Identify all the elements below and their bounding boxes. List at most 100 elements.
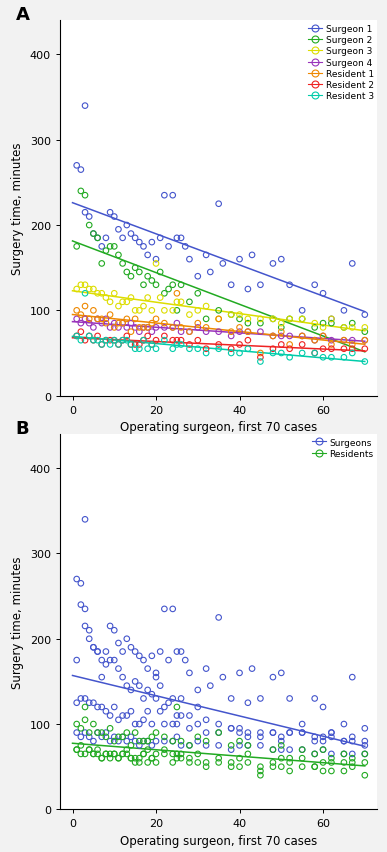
Point xyxy=(178,279,184,292)
Point xyxy=(312,279,318,292)
Point xyxy=(145,756,151,769)
Point xyxy=(166,240,172,254)
Point xyxy=(170,279,176,292)
Point xyxy=(132,756,138,769)
Point xyxy=(82,713,88,727)
Point xyxy=(195,756,201,769)
Point xyxy=(86,730,92,744)
Point xyxy=(132,304,138,318)
Point xyxy=(111,317,117,331)
Point xyxy=(174,296,180,309)
Point xyxy=(145,270,151,284)
Point xyxy=(94,232,101,245)
Point xyxy=(349,347,355,360)
Point xyxy=(286,692,293,705)
Point xyxy=(216,313,222,326)
Point xyxy=(82,334,88,348)
Point xyxy=(312,747,318,761)
Point xyxy=(86,743,92,757)
Point xyxy=(74,330,80,343)
Point xyxy=(299,330,305,343)
Point xyxy=(111,730,117,744)
Point xyxy=(299,717,305,731)
Point xyxy=(362,321,368,335)
Point xyxy=(195,343,201,356)
Point xyxy=(270,347,276,360)
Point xyxy=(174,232,180,245)
Point xyxy=(153,666,159,680)
Point xyxy=(320,730,326,744)
Point xyxy=(203,321,209,335)
Point xyxy=(270,726,276,740)
Point xyxy=(236,253,243,267)
Point xyxy=(82,300,88,314)
Point xyxy=(107,206,113,220)
Point xyxy=(124,679,130,693)
Point xyxy=(103,726,109,740)
Y-axis label: Surgery time, minutes: Surgery time, minutes xyxy=(11,556,24,688)
Point xyxy=(161,602,168,616)
Point xyxy=(136,343,142,356)
Point xyxy=(82,747,88,761)
Point xyxy=(82,513,88,527)
Point xyxy=(149,236,155,250)
Point xyxy=(124,747,130,761)
Point xyxy=(203,726,209,740)
Point xyxy=(278,325,284,339)
Point xyxy=(140,734,147,748)
Point xyxy=(90,696,96,710)
Point xyxy=(136,236,142,250)
Point xyxy=(216,325,222,339)
Point xyxy=(245,334,251,348)
Point xyxy=(195,304,201,318)
Point xyxy=(286,279,293,292)
Point xyxy=(136,734,142,748)
Point xyxy=(362,355,368,369)
Point xyxy=(90,321,96,335)
Point xyxy=(257,355,264,369)
Point xyxy=(111,287,117,301)
Point xyxy=(328,343,334,356)
Point xyxy=(103,747,109,761)
Point xyxy=(128,739,134,752)
Point xyxy=(320,321,326,335)
Point xyxy=(186,739,192,752)
Point xyxy=(132,675,138,688)
Point xyxy=(320,734,326,748)
Point xyxy=(124,219,130,233)
Point xyxy=(82,287,88,301)
Point xyxy=(78,739,84,752)
Point xyxy=(111,734,117,748)
Point xyxy=(111,747,117,761)
Point xyxy=(153,253,159,267)
Point xyxy=(203,760,209,774)
Point xyxy=(161,747,168,761)
Point xyxy=(362,756,368,769)
Point xyxy=(170,334,176,348)
Point xyxy=(349,734,355,748)
Point xyxy=(328,747,334,761)
Point xyxy=(120,334,126,348)
Point xyxy=(94,726,101,740)
Point xyxy=(174,317,180,331)
Point xyxy=(115,321,122,335)
Point xyxy=(132,734,138,748)
Point xyxy=(228,330,234,343)
Point xyxy=(270,330,276,343)
Point xyxy=(120,317,126,331)
Point xyxy=(286,330,293,343)
Point xyxy=(140,734,147,748)
Point xyxy=(299,313,305,326)
Point xyxy=(90,734,96,748)
Point xyxy=(362,734,368,748)
Point xyxy=(236,739,243,752)
Point xyxy=(349,257,355,271)
Point xyxy=(111,334,117,348)
Point xyxy=(299,313,305,326)
Point xyxy=(140,692,147,705)
Point xyxy=(120,232,126,245)
Point xyxy=(107,751,113,765)
Point xyxy=(312,760,318,774)
Point xyxy=(99,726,105,740)
Point xyxy=(320,330,326,343)
